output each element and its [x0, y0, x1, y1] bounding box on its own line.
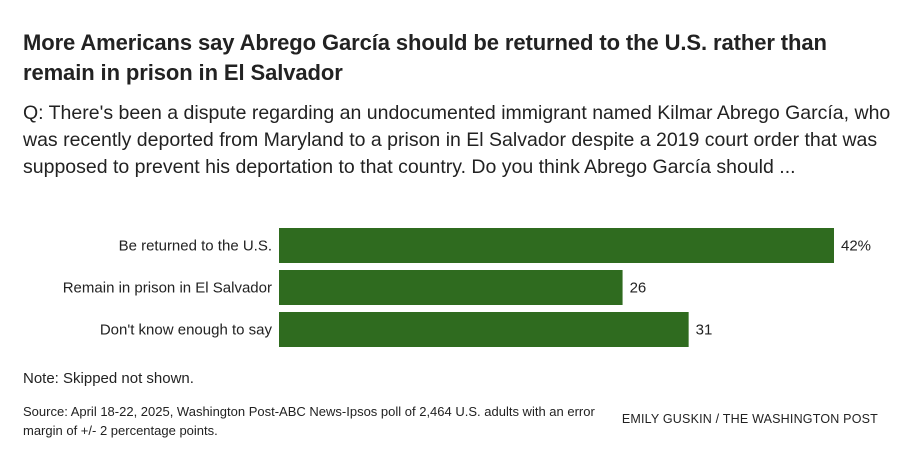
value-label: 26 [630, 280, 647, 297]
chart-title: More Americans say Abrego García should … [23, 30, 827, 85]
survey-question: Q: There's been a dispute regarding an u… [23, 102, 891, 178]
chart-source: Source: April 18-22, 2025, Washington Po… [23, 404, 595, 438]
value-label: 42% [841, 238, 871, 255]
bar-chart: Be returned to the U.S. 42% Remain in pris… [63, 228, 871, 347]
chart-credit: EMILY GUSKIN / THE WASHINGTON POST [621, 412, 878, 426]
bar [279, 228, 834, 263]
category-label: Be returned to the U.S. [119, 238, 272, 255]
category-label: Don't know enough to say [100, 322, 273, 339]
bar [279, 312, 689, 347]
chart-note: Note: Skipped not shown. [23, 370, 194, 387]
category-label: Remain in prison in El Salvador [63, 280, 272, 297]
bar [279, 270, 623, 305]
value-label: 31 [696, 322, 713, 339]
